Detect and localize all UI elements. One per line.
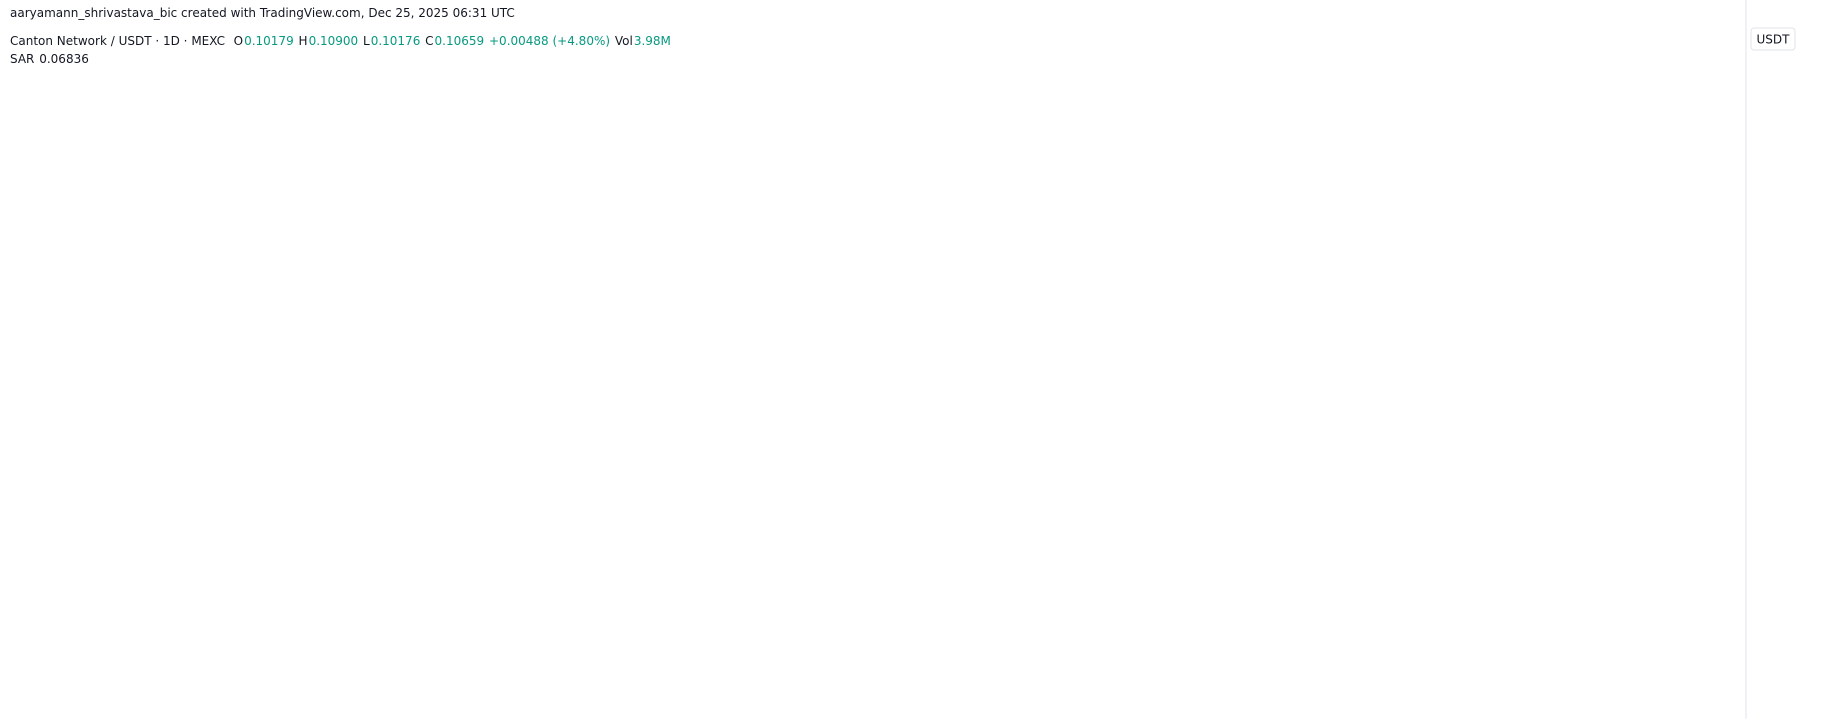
legend-key: O [233, 34, 244, 48]
volume-key: Vol [614, 34, 633, 48]
symbol-legend: Canton Network / USDT · 1D · MEXC O0.101… [10, 34, 672, 48]
attribution-text: aaryamann_shrivastava_bic created with T… [10, 6, 515, 20]
currency: USDT [1757, 33, 1791, 47]
attribution: aaryamann_shrivastava_bic created with T… [10, 6, 516, 20]
legend-value: 0.10176 [370, 34, 421, 48]
sar-name: SAR [10, 52, 35, 66]
sar-value: 0.06836 [39, 52, 89, 66]
legend-key: H [298, 34, 308, 48]
legend-value: 0.10659 [434, 34, 485, 48]
price-axis [1746, 0, 1825, 719]
legend-key: L [363, 34, 370, 48]
legend-value: 0.10179 [244, 34, 294, 48]
legend-value: 0.10900 [308, 34, 359, 48]
volume: 3.98M [633, 34, 671, 48]
symbol: Canton Network / USDT · 1D · MEXC [10, 34, 225, 48]
currency-box[interactable] [1750, 27, 1796, 51]
legend-key: C [425, 34, 434, 48]
change: +0.00488 (+4.80%) [489, 34, 611, 48]
sar-legend: SAR 0.06836 [10, 52, 90, 66]
